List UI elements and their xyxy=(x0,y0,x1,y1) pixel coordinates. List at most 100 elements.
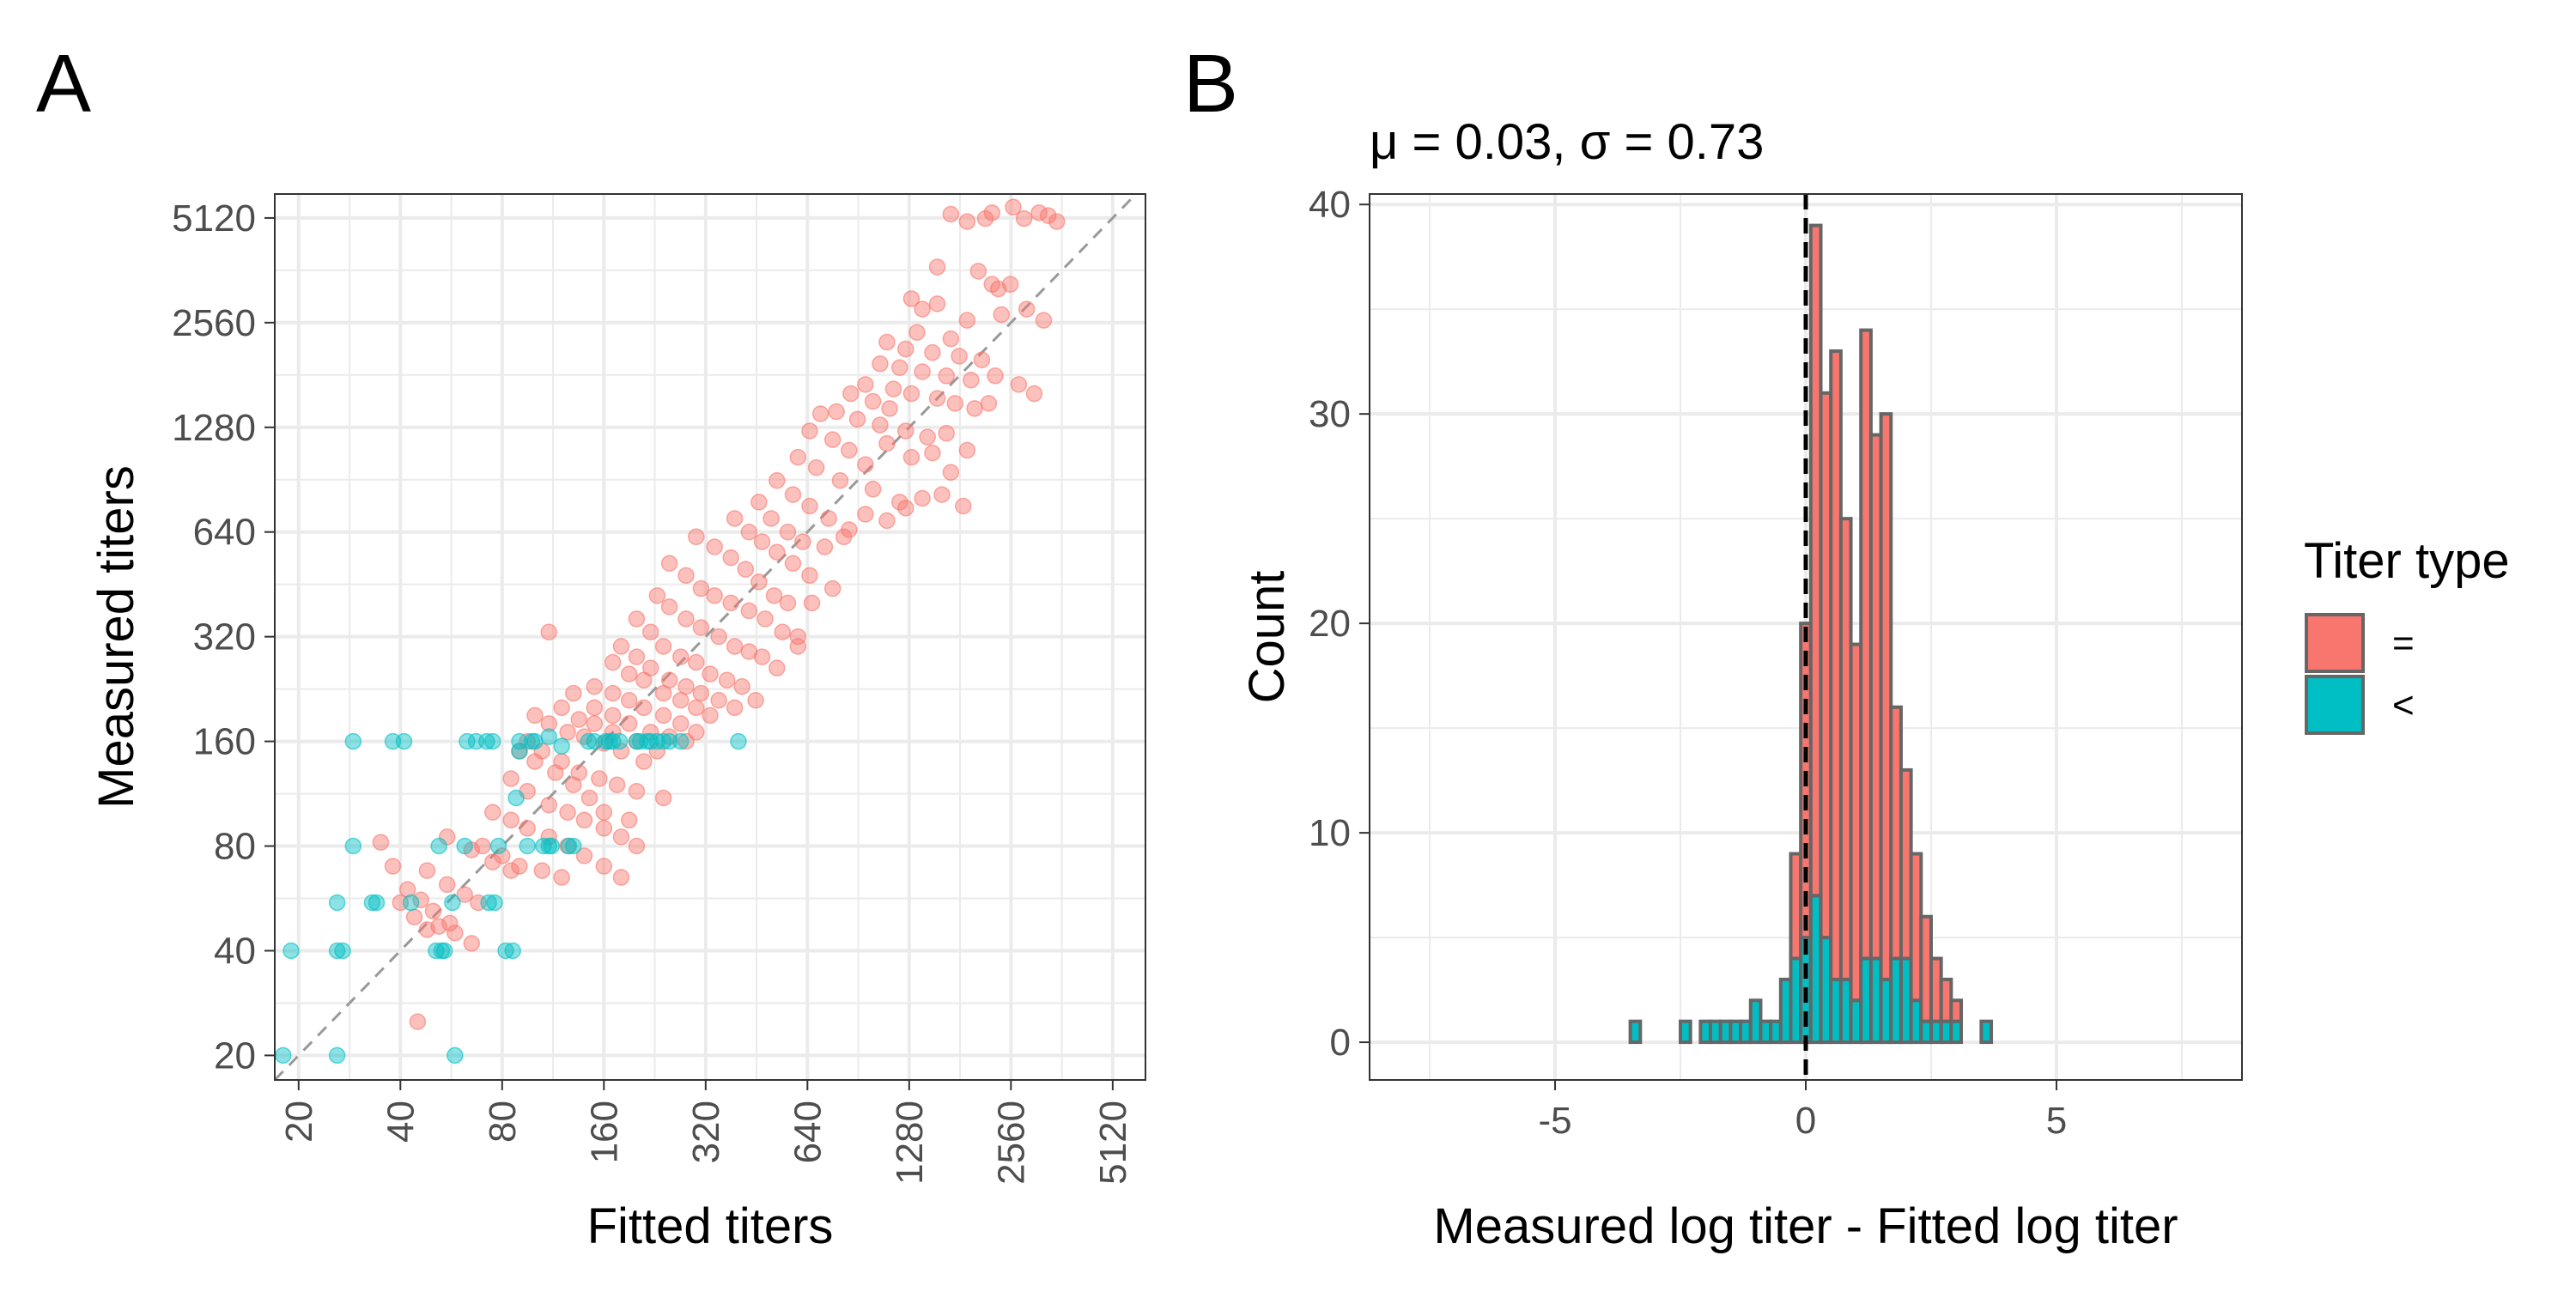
scatter-point-equal xyxy=(816,538,834,555)
scatter-y-tick-label: 5120 xyxy=(172,197,256,240)
scatter-point-equal xyxy=(398,881,416,898)
histogram-x-axis-title: Measured log titer - Fitted log titer xyxy=(1433,1198,2178,1254)
scatter-point-equal xyxy=(779,594,797,612)
scatter-point-less xyxy=(444,894,461,912)
scatter-x-axis-title: Fitted titers xyxy=(587,1198,834,1254)
scatter-y-tick-label: 2560 xyxy=(172,302,256,344)
scatter-point-equal xyxy=(604,684,622,702)
histogram-subtitle: μ = 0.03, σ = 0.73 xyxy=(1370,114,1764,170)
scatter-point-equal xyxy=(993,306,1011,324)
scatter-point-equal xyxy=(1018,300,1036,318)
scatter-point-less xyxy=(402,894,420,912)
scatter-point-equal xyxy=(672,692,690,709)
scatter-point-equal xyxy=(502,862,519,879)
scatter-point-equal xyxy=(928,390,946,407)
scatter-point-equal xyxy=(586,678,604,695)
scatter-point-equal xyxy=(1010,376,1028,393)
scatter-point-equal xyxy=(635,699,653,717)
scatter-point-equal xyxy=(966,400,983,417)
scatter-point-equal xyxy=(575,847,593,864)
scatter-point-equal xyxy=(604,653,622,671)
scatter-point-equal xyxy=(660,555,678,572)
legend-title: Titer type xyxy=(2304,533,2510,589)
scatter-point-less xyxy=(648,732,666,750)
histogram-panel: μ = 0.03, σ = 0.73 -5 0 5 0 10 20 30 40 Measur… xyxy=(1239,114,2243,1254)
scatter-point-less xyxy=(334,942,351,960)
scatter-point-equal xyxy=(540,796,557,814)
scatter-point-equal xyxy=(769,471,786,489)
scatter-point-equal xyxy=(928,258,946,276)
scatter-point-less xyxy=(395,732,413,750)
scatter-point-equal xyxy=(591,770,608,787)
scatter-point-equal xyxy=(753,533,771,550)
scatter-point-equal xyxy=(677,732,695,750)
scatter-point-less xyxy=(480,894,497,912)
scatter-point-equal xyxy=(737,561,755,578)
scatter-point-equal xyxy=(677,610,695,628)
scatter-point-equal xyxy=(919,428,936,446)
histogram-y-tick-label: 30 xyxy=(1309,393,1351,435)
scatter-point-equal xyxy=(914,489,931,507)
scatter-point-less xyxy=(368,894,386,912)
scatter-point-equal xyxy=(740,523,758,541)
scatter-point-equal xyxy=(405,908,423,925)
legend-key-equal xyxy=(2305,613,2365,673)
scatter-point-less xyxy=(672,732,690,750)
scatter-point-equal xyxy=(706,587,723,604)
scatter-y-tick-label: 320 xyxy=(193,616,256,658)
scatter-point-less xyxy=(507,789,525,807)
scatter-point-equal xyxy=(784,555,802,572)
scatter-y-tick-label: 20 xyxy=(214,1034,256,1077)
scatter-point-equal xyxy=(540,715,557,732)
scatter-x-tick-label: 1280 xyxy=(889,1101,931,1185)
scatter-point-less xyxy=(428,942,445,960)
scatter-point-less xyxy=(435,942,453,960)
histogram-bar-equal xyxy=(1879,412,1893,981)
scatter-point-equal xyxy=(628,648,646,665)
scatter-point-equal xyxy=(484,804,501,822)
scatter-point-less xyxy=(526,732,544,750)
scatter-point-equal xyxy=(958,441,976,459)
scatter-point-less xyxy=(328,1046,346,1065)
scatter-point-equal xyxy=(828,403,845,421)
scatter-point-equal xyxy=(688,653,705,671)
scatter-point-equal xyxy=(441,914,459,932)
scatter-point-equal xyxy=(1035,312,1053,329)
scatter-point-less xyxy=(642,732,659,750)
scatter-x-ticks: 20 40 80 160 320 640 1280 2560 5120 xyxy=(278,1080,1134,1185)
scatter-points xyxy=(275,198,1066,1065)
scatter-point-equal xyxy=(494,847,511,864)
scatter-point-equal xyxy=(547,764,564,781)
scatter-x-tick-label: 20 xyxy=(278,1101,320,1143)
histogram-bar-less xyxy=(1949,1019,1964,1045)
scatter-point-equal xyxy=(580,789,598,807)
scatter-point-equal xyxy=(688,528,705,546)
scatter-point-equal xyxy=(706,538,723,555)
scatter-point-equal xyxy=(726,699,744,717)
histogram-x-tick-label: -5 xyxy=(1538,1100,1571,1142)
scatter-point-equal xyxy=(575,811,593,829)
scatter-y-tick-label: 40 xyxy=(214,930,256,972)
scatter-point-equal xyxy=(620,665,638,682)
scatter-point-less xyxy=(344,837,362,855)
scatter-y-ticks: 20 40 80 160 320 640 1280 2560 5120 xyxy=(172,197,275,1077)
scatter-point-equal xyxy=(864,481,882,498)
scatter-point-equal xyxy=(841,441,858,459)
scatter-point-equal xyxy=(769,659,786,676)
scatter-gridlines xyxy=(273,192,1145,1082)
scatter-point-equal xyxy=(418,921,436,938)
panel-label-b: B xyxy=(1183,38,1238,130)
scatter-point-equal xyxy=(750,573,768,591)
scatter-point-equal xyxy=(811,405,829,422)
scatter-point-equal xyxy=(831,471,849,489)
scatter-point-equal xyxy=(878,512,896,530)
scatter-point-equal xyxy=(942,464,960,481)
scatter-point-equal xyxy=(801,422,818,440)
scatter-point-equal xyxy=(526,707,544,725)
scatter-point-equal xyxy=(526,753,544,770)
scatter-point-equal xyxy=(942,330,960,348)
scatter-point-equal xyxy=(740,602,758,620)
scatter-point-equal xyxy=(789,448,807,466)
scatter-point-equal xyxy=(570,711,588,728)
scatter-point-equal xyxy=(372,834,390,851)
